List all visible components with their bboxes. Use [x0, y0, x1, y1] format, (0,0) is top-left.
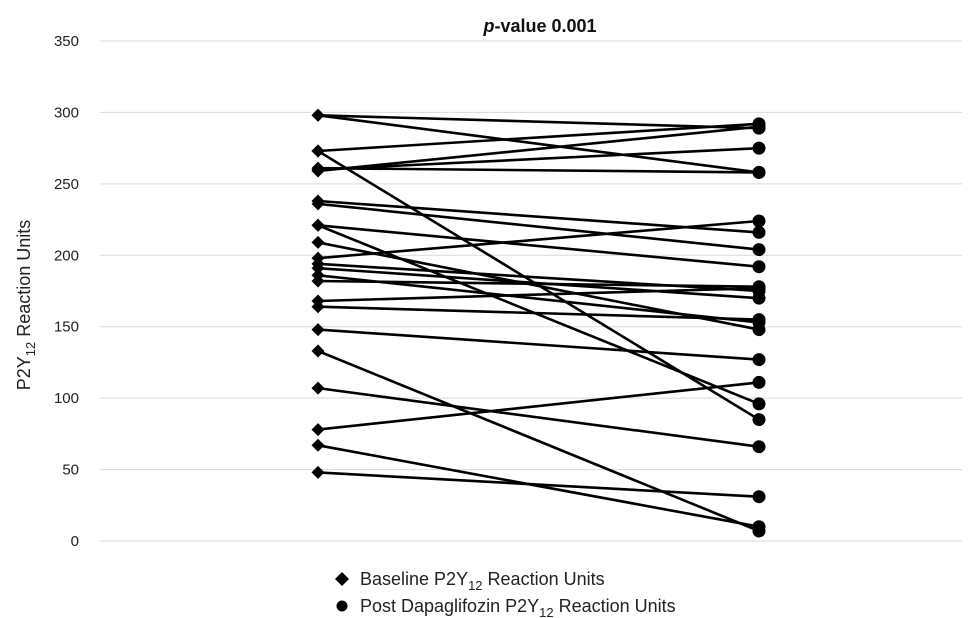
pair-line-24 — [317, 471, 760, 499]
legend-post-suffix: Reaction Units — [554, 596, 676, 616]
y-tick-label-200: 200 — [54, 247, 79, 264]
y-tick-label-0: 0 — [71, 533, 79, 550]
pair-line-16 — [317, 279, 760, 289]
post-marker-12 — [752, 214, 766, 228]
pair-line-20 — [317, 349, 760, 533]
pair-line-23 — [317, 444, 760, 528]
pair-line-9 — [317, 223, 760, 269]
baseline-marker-1 — [311, 108, 325, 122]
pair-line-6 — [317, 146, 760, 171]
baseline-marker-22 — [311, 423, 325, 437]
baseline-marker-3 — [311, 144, 325, 158]
pair-line-22 — [317, 381, 760, 431]
legend-item-baseline: Baseline P2Y12 Reaction Units — [335, 569, 605, 593]
legend-diamond-marker — [335, 572, 349, 586]
pair-line-5 — [317, 125, 760, 173]
baseline-marker-21 — [311, 381, 325, 395]
post-marker-23 — [752, 520, 766, 534]
chart-title: p-value 0.001 — [482, 16, 596, 36]
pair-line-2 — [317, 122, 760, 153]
baseline-marker-11 — [311, 235, 325, 249]
post-marker-9 — [752, 260, 766, 274]
y-axis-ticks: 0 50 100 150 200 250 300 350 — [54, 33, 79, 550]
baseline-marker-16 — [311, 274, 325, 288]
post-marker-6 — [752, 141, 766, 155]
baseline-marker-10 — [311, 218, 325, 232]
baseline-marker-23 — [311, 438, 325, 452]
pair-line-4 — [317, 166, 760, 174]
legend-circle-marker — [336, 600, 348, 612]
pair-line-1 — [317, 113, 760, 174]
pair-line-21 — [317, 386, 760, 449]
post-marker-8 — [752, 243, 766, 257]
pair-line-0 — [317, 113, 760, 130]
chart-title-italic: p — [482, 16, 494, 36]
baseline-marker-20 — [311, 344, 325, 358]
post-marker-24 — [752, 490, 766, 504]
y-tick-label-100: 100 — [54, 390, 79, 407]
y-tick-label-300: 300 — [54, 104, 79, 121]
pair-line-8 — [317, 202, 760, 251]
baseline-marker-8 — [311, 197, 325, 211]
pair-line-18 — [317, 305, 760, 321]
y-tick-label-50: 50 — [62, 462, 79, 479]
y-axis-label: P2Y12 Reaction Units — [14, 220, 38, 391]
post-marker-22 — [752, 375, 766, 389]
legend-post-prefix: Post Dapaglifozin P2Y — [360, 596, 539, 616]
legend: Baseline P2Y12 Reaction Units Post Dapag… — [335, 569, 676, 618]
post-marker-7 — [752, 225, 766, 239]
post-marker-4 — [752, 165, 766, 179]
post-marker-5 — [752, 120, 766, 134]
y-tick-label-250: 250 — [54, 176, 79, 193]
baseline-marker-19 — [311, 323, 325, 337]
legend-label-baseline: Baseline P2Y12 Reaction Units — [360, 569, 605, 593]
post-marker-10 — [752, 397, 766, 411]
pair-line-12 — [317, 219, 760, 260]
legend-baseline-sub: 12 — [468, 578, 482, 593]
y-axis-label-prefix: P2Y — [14, 356, 34, 390]
post-marker-3 — [752, 413, 766, 427]
paired-lines — [317, 113, 760, 533]
legend-baseline-prefix: Baseline P2Y — [360, 569, 468, 589]
legend-item-post: Post Dapaglifozin P2Y12 Reaction Units — [336, 596, 676, 618]
pair-line-17 — [317, 286, 760, 303]
post-marker-14 — [752, 291, 766, 305]
gridlines — [100, 40, 962, 542]
baseline-marker-6 — [311, 163, 325, 177]
chart-title-rest: -value 0.001 — [494, 16, 596, 36]
data-markers — [311, 108, 766, 538]
y-tick-label-350: 350 — [54, 33, 79, 50]
post-marker-19 — [752, 353, 766, 367]
legend-post-sub: 12 — [539, 605, 553, 618]
post-marker-18 — [752, 313, 766, 327]
pair-line-19 — [317, 328, 760, 361]
baseline-marker-14 — [311, 261, 325, 275]
baseline-marker-24 — [311, 465, 325, 479]
post-marker-21 — [752, 440, 766, 454]
legend-label-post: Post Dapaglifozin P2Y12 Reaction Units — [360, 596, 676, 618]
baseline-marker-18 — [311, 300, 325, 314]
pair-line-10 — [317, 224, 760, 406]
legend-baseline-suffix: Reaction Units — [483, 569, 605, 589]
y-tick-label-150: 150 — [54, 319, 79, 336]
y-axis-label-suffix: Reaction Units — [14, 220, 34, 342]
y-axis-label-subscript: 12 — [23, 342, 38, 356]
post-marker-17 — [752, 281, 766, 295]
